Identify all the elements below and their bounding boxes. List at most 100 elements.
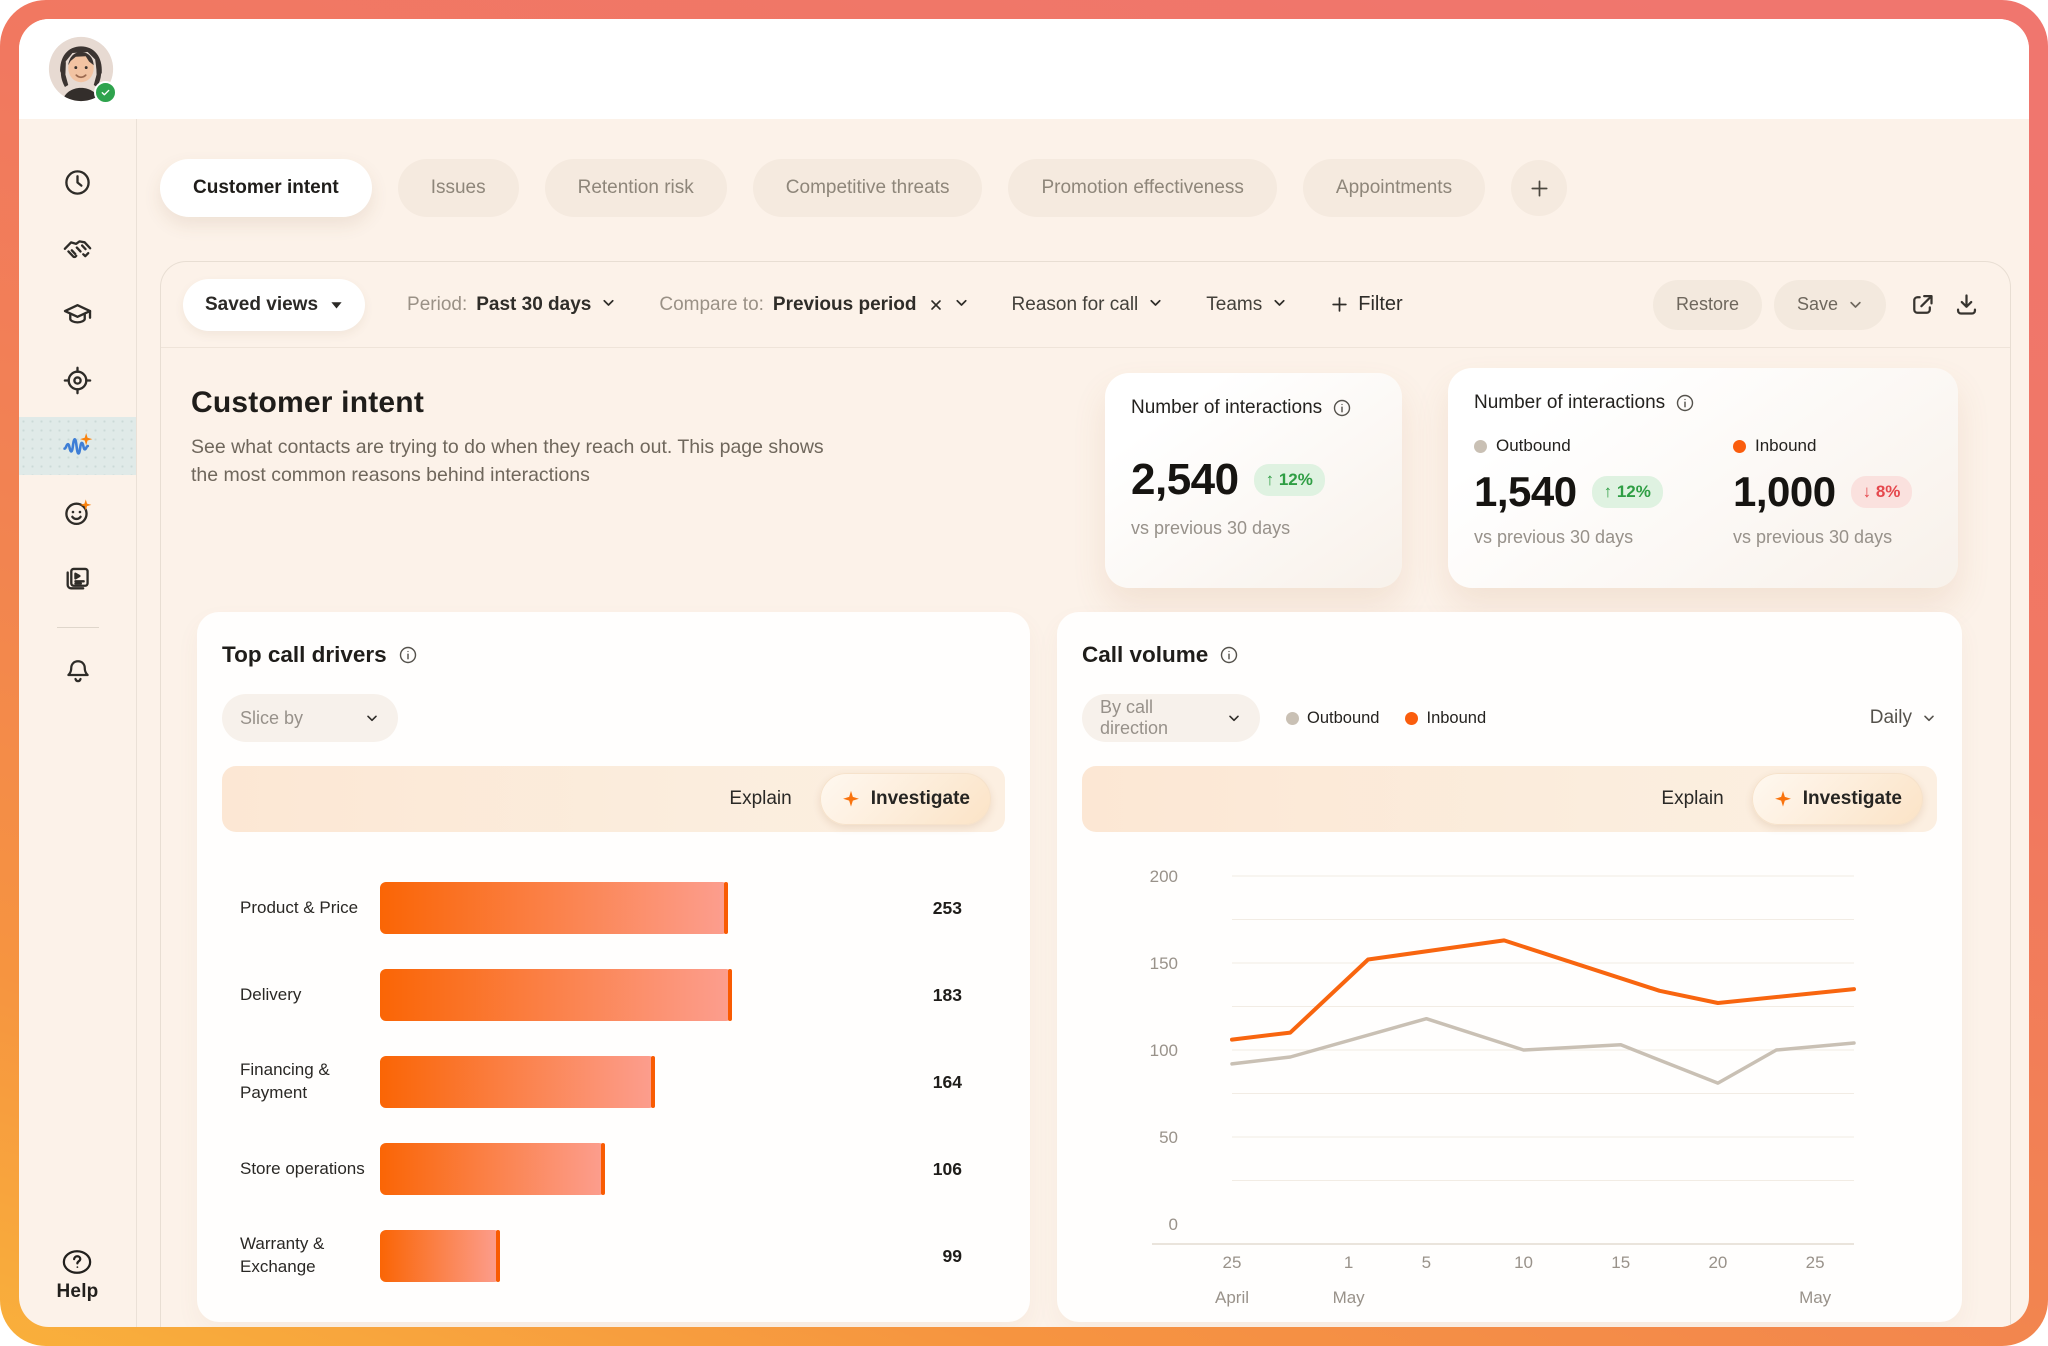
axis-tick-label: 10 — [1514, 1253, 1533, 1272]
granularity-dropdown[interactable]: Daily — [1870, 707, 1937, 729]
ai-banner: Explain Investigate — [222, 766, 1005, 832]
kpi-outbound-block: Outbound 1,540 ↑ 12% vs previous 30 days — [1474, 436, 1673, 548]
info-icon[interactable] — [1675, 393, 1695, 413]
kpi-caption: vs previous 30 days — [1733, 527, 1893, 547]
tab-issues[interactable]: Issues — [397, 159, 519, 217]
outbound-value: 1,540 — [1474, 468, 1577, 515]
sidebar-item-clock[interactable] — [19, 149, 136, 215]
legend-label: Inbound — [1426, 708, 1487, 727]
call-volume-line-chart: 0 50 100 150 200 25 April 1 May 5 10 15 20 25 May — [1082, 840, 1937, 1310]
sidebar-item-notifications[interactable] — [19, 638, 136, 704]
sidebar-item-documents[interactable] — [19, 545, 136, 611]
download-button[interactable] — [1944, 283, 1988, 327]
info-icon[interactable] — [1332, 398, 1352, 418]
driver-value: 183 — [932, 984, 962, 1005]
driver-bar-delivery[interactable] — [380, 969, 732, 1021]
slice-by-dropdown[interactable]: Slice by — [222, 694, 398, 742]
driver-bar-warranty-exchange[interactable] — [380, 1230, 500, 1282]
page-title: Customer intent — [191, 386, 425, 419]
driver-bar-product-price[interactable] — [380, 882, 729, 934]
explain-link[interactable]: Explain — [1661, 788, 1724, 809]
info-icon[interactable] — [1219, 645, 1239, 665]
legend-item-outbound[interactable]: Outbound — [1286, 709, 1379, 728]
tab-appointments[interactable]: Appointments — [1302, 159, 1486, 217]
kpi-title: Number of interactions — [1474, 392, 1666, 413]
reason-for-call-filter[interactable]: Reason for call — [1012, 294, 1165, 316]
remove-compare-icon[interactable] — [928, 297, 944, 313]
sidebar-item-handshake[interactable] — [19, 215, 136, 281]
app-window: Help Customer intent Issues Retention risk… — [19, 19, 2029, 1327]
sidebar-item-waveform-ai[interactable] — [19, 417, 136, 475]
kpi-card-interactions-by-direction: Number of interactions Outbound — [1448, 368, 1958, 588]
driver-value: 164 — [932, 1071, 962, 1092]
add-filter-button[interactable]: Filter — [1330, 293, 1403, 316]
sidebar-item-smiley-ai[interactable] — [19, 479, 136, 545]
add-tab-button[interactable] — [1511, 160, 1568, 216]
kpi-value: 2,540 — [1131, 455, 1239, 504]
driver-label: Store operations — [240, 1158, 365, 1178]
inbound-label: Inbound — [1755, 436, 1817, 455]
sidebar-item-target[interactable] — [19, 347, 136, 413]
driver-bar-track — [380, 1056, 732, 1108]
bar-end-cap — [495, 1230, 500, 1282]
driver-label: Product & Price — [240, 897, 359, 917]
chevron-down-icon — [1229, 715, 1239, 722]
sidebar-item-graduation-cap[interactable] — [19, 281, 136, 347]
series-line-inbound — [1230, 938, 1856, 1042]
driver-bar-store-operations[interactable] — [380, 1143, 606, 1195]
slice-by-label: Slice by — [240, 707, 304, 728]
clock-icon — [62, 167, 93, 198]
compare-to-filter[interactable]: Compare to: Previous period — [659, 294, 969, 316]
chevron-down-icon — [953, 294, 970, 316]
share-button[interactable] — [1900, 283, 1944, 327]
info-icon[interactable] — [398, 645, 418, 665]
add-filter-label: Filter — [1358, 293, 1403, 315]
filter-bar: Saved views Period: Past 30 days Compare… — [161, 262, 2010, 348]
saved-views-dropdown[interactable]: Saved views — [183, 278, 366, 331]
save-button[interactable]: Save — [1773, 279, 1886, 330]
driver-value: 253 — [932, 897, 962, 918]
explain-link[interactable]: Explain — [729, 788, 792, 809]
restore-button[interactable]: Restore — [1652, 279, 1762, 330]
saved-views-label: Saved views — [205, 293, 319, 315]
investigate-button[interactable]: Investigate — [819, 773, 991, 825]
waveform-ai-icon — [62, 431, 93, 462]
save-label: Save — [1796, 294, 1838, 314]
period-filter[interactable]: Period: Past 30 days — [407, 294, 617, 316]
panel-title: Call volume — [1082, 642, 1209, 667]
kpi-caption: vs previous 30 days — [1131, 518, 1291, 538]
driver-label: Warranty & Exchange — [240, 1234, 325, 1276]
tab-customer-intent[interactable]: Customer intent — [160, 159, 372, 217]
driver-bar-track — [380, 969, 732, 1021]
driver-label: Delivery — [240, 984, 302, 1004]
outbound-label: Outbound — [1496, 436, 1571, 455]
driver-bar-financing-payment[interactable] — [380, 1056, 655, 1108]
investigate-button[interactable]: Investigate — [1751, 773, 1923, 825]
call-direction-dropdown[interactable]: By call direction — [1082, 694, 1260, 742]
tab-competitive-threats[interactable]: Competitive threats — [752, 159, 983, 217]
tab-promotion-effectiveness[interactable]: Promotion effectiveness — [1008, 159, 1277, 217]
teams-filter[interactable]: Teams — [1206, 294, 1288, 316]
download-icon — [1956, 294, 1976, 315]
axis-tick-label: 50 — [1159, 1128, 1178, 1147]
chart-legend: Outbound Inbound — [1286, 709, 1486, 728]
help-button[interactable]: Help — [57, 1247, 99, 1303]
legend-item-inbound[interactable]: Inbound — [1405, 709, 1486, 728]
sidebar-nav: Help — [19, 119, 137, 1327]
axis-tick-label: May — [1333, 1288, 1366, 1307]
axis-tick-label: 15 — [1611, 1253, 1630, 1272]
call-volume-panel: Call volume By call direction Outbound In… — [1057, 612, 1962, 1322]
user-avatar[interactable] — [47, 35, 117, 104]
sparkle-icon — [1774, 790, 1791, 807]
verified-badge-icon — [94, 81, 117, 104]
tab-retention-risk[interactable]: Retention risk — [544, 159, 727, 217]
delta-badge: ↑ 12% — [1591, 476, 1663, 508]
sidebar-divider — [56, 627, 99, 628]
outbound-dot-icon — [1474, 439, 1487, 453]
bell-icon — [63, 656, 93, 686]
tabs-row: Customer intent Issues Retention risk Compe… — [160, 159, 2011, 217]
bar-end-cap — [724, 882, 729, 934]
axis-tick-label: 150 — [1150, 954, 1178, 973]
driver-value: 99 — [942, 1245, 962, 1266]
